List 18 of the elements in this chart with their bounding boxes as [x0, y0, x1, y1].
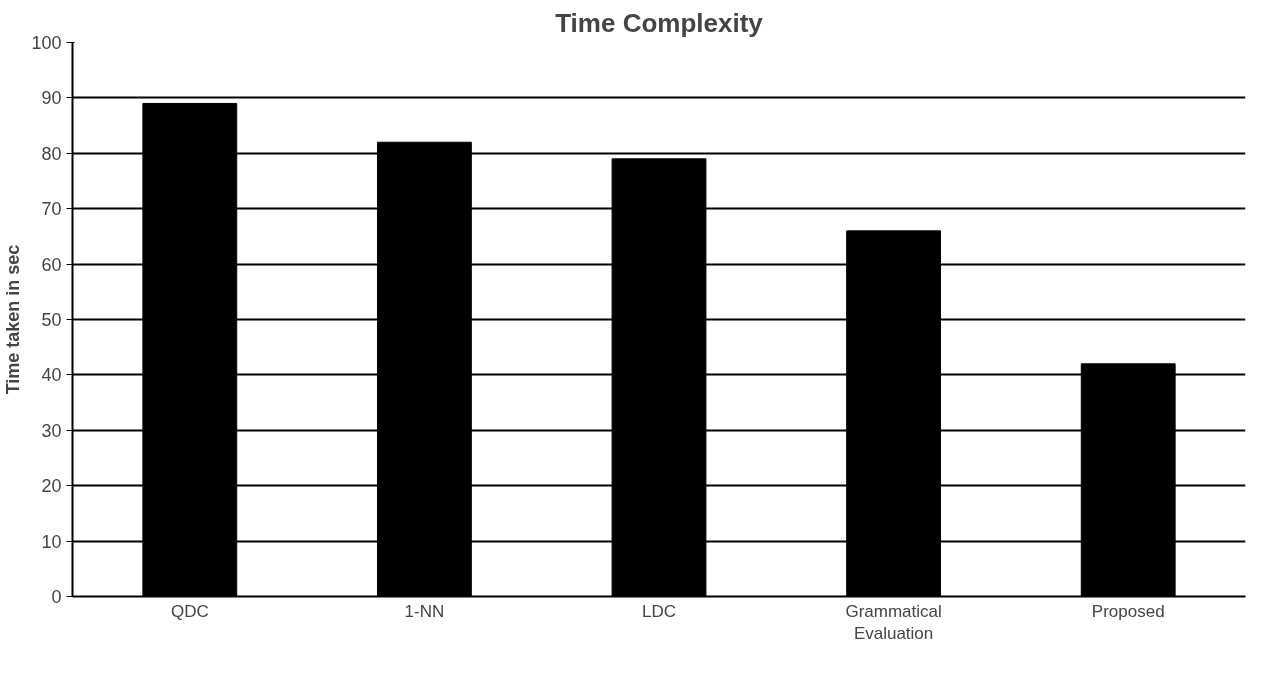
x-tick-label: QDC [170, 601, 209, 621]
y-tick-label: 20 [41, 476, 62, 497]
y-tick-label: 90 [41, 88, 62, 109]
chart-title: Time Complexity [555, 7, 764, 38]
y-tick-label: 10 [41, 531, 62, 552]
x-tick-label: Grammatical Evaluation [845, 601, 942, 644]
y-tick-label: 50 [41, 310, 62, 330]
y-tick-label: 70 [41, 199, 62, 220]
y-tick-label: 100 [31, 33, 62, 53]
y-tick-label: 60 [41, 254, 62, 275]
y-axis-title: Time taken in sec [3, 244, 24, 395]
y-tick-label: 40 [41, 365, 62, 386]
x-tick-label: LDC [642, 601, 677, 621]
x-tick-label: Proposed [1091, 601, 1165, 621]
y-tick-label: 30 [41, 420, 62, 441]
y-tick-label: 80 [41, 143, 62, 164]
y-tick-label: 0 [51, 587, 62, 607]
x-tick-label: 1-NN [404, 601, 445, 621]
